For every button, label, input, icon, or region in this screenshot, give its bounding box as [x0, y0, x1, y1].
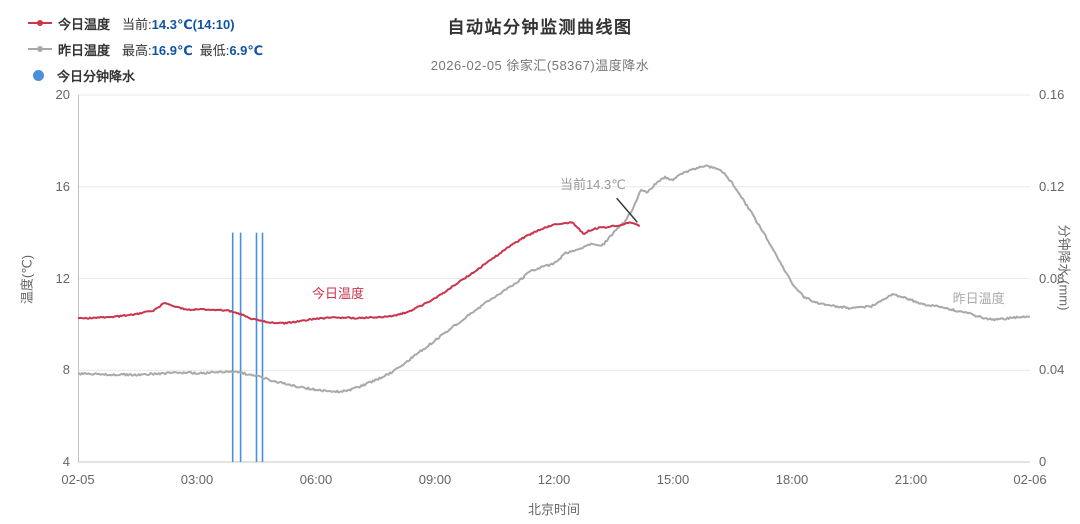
- x-tick-label: 02-06: [1013, 472, 1047, 487]
- legend-label-today-precip: 今日分钟降水: [57, 68, 136, 84]
- legend-label-yesterday-temperature: 昨日温度: [58, 42, 111, 58]
- legend-item-today-temperature[interactable]: 今日温度 当前:14.3℃(14:10): [28, 10, 263, 36]
- y-left-tick-label: 16: [55, 178, 70, 194]
- max-stat-label: 最高:: [122, 42, 152, 58]
- precip-circle-marker: [33, 69, 44, 81]
- legend: 今日温度 当前:14.3℃(14:10) 昨日温度 最高:16.9℃ 最低:6.9…: [28, 10, 263, 88]
- y-left-tick-label: 20: [55, 87, 70, 102]
- x-tick-label: 06:00: [299, 472, 333, 487]
- legend-item-yesterday-temperature[interactable]: 昨日温度 最高:16.9℃ 最低:6.9℃: [28, 36, 263, 62]
- legend-label-today-temperature: 今日温度: [58, 16, 111, 32]
- plot-area: [77, 94, 1031, 463]
- chart-annotation: 今日温度: [312, 286, 365, 302]
- x-tick-label: 02-05: [61, 472, 95, 487]
- y-right-tick-label: 0.12: [1039, 178, 1065, 194]
- chart-subtitle: 2026-02-05 徐家汇(58367)温度降水: [430, 58, 650, 73]
- chart-title: 自动站分钟监测曲线图: [447, 18, 633, 37]
- x-tick-label: 15:00: [656, 472, 690, 487]
- y-right-tick-label: 0.04: [1039, 362, 1065, 378]
- x-tick-label: 03:00: [180, 472, 214, 487]
- today-temperature-line-marker: [28, 18, 52, 28]
- y-left-tick-label: 4: [62, 454, 70, 469]
- x-tick-label: 12:00: [537, 472, 571, 487]
- legend-item-today-precip[interactable]: 今日分钟降水: [28, 62, 263, 88]
- x-axis-title: 北京时间: [527, 502, 580, 517]
- chart-annotation: 昨日温度: [952, 290, 1005, 306]
- y-left-tick-label: 12: [55, 270, 70, 286]
- legend-dot-shape: [37, 46, 43, 52]
- x-tick-label: 18:00: [775, 472, 809, 487]
- chart-annotation: 当前14.3℃: [559, 177, 626, 193]
- y-right-tick-label: 0.08: [1039, 270, 1065, 286]
- x-tick-label: 21:00: [894, 472, 928, 487]
- yesterday-temperature-line-marker: [28, 44, 52, 54]
- y-axis-right-title: 分钟降水 (mm): [1056, 224, 1072, 311]
- current-stat-label: 当前:: [122, 16, 152, 32]
- min-stat-label: 最低:: [199, 42, 230, 58]
- y-right-tick-label: 0: [1039, 454, 1047, 469]
- legend-today-current-stat: 当前:14.3℃(14:10): [122, 14, 235, 33]
- legend-yesterday-stats: 最高:16.9℃ 最低:6.9℃: [122, 40, 263, 59]
- current-stat-value: 14.3℃(14:10): [151, 16, 235, 32]
- y-left-tick-label: 8: [62, 362, 70, 378]
- y-right-tick-label: 0.16: [1039, 87, 1065, 102]
- legend-dot-shape: [37, 20, 43, 26]
- x-tick-label: 09:00: [418, 472, 452, 487]
- max-stat-value: 16.9℃: [151, 42, 193, 58]
- min-stat-value: 6.9℃: [229, 42, 264, 58]
